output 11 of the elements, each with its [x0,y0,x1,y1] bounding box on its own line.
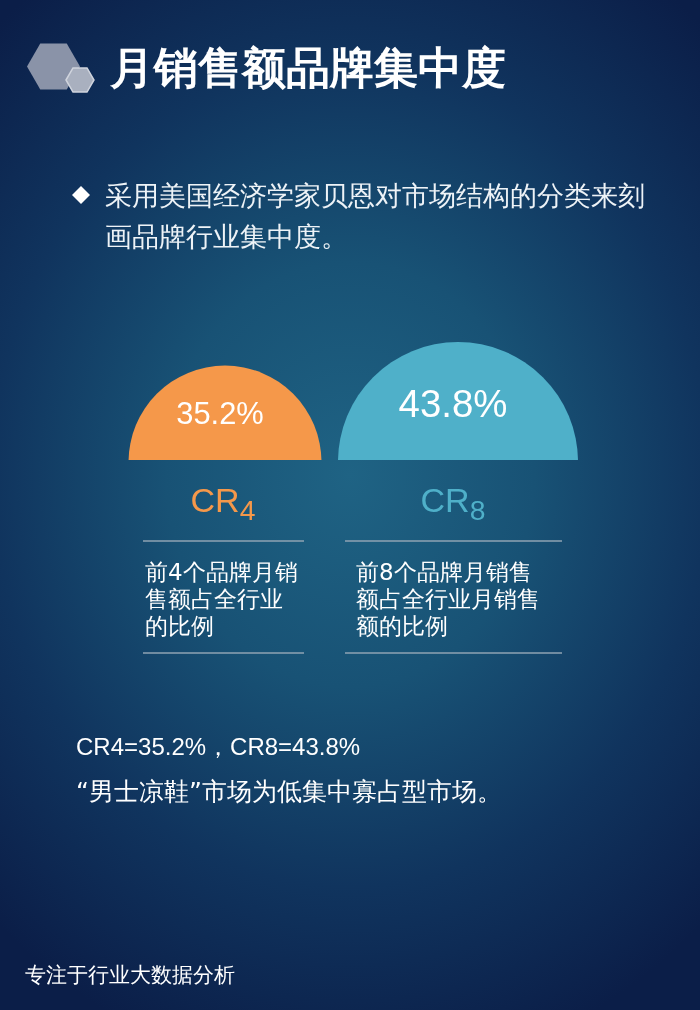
data-label: 35.2% [176,396,264,432]
text: 月销售额品牌集中度 [110,41,506,95]
text: 采用美国经济学家贝恩对市场结构的分类来刻画品牌行业集中度。 [105,179,646,254]
category-label: CR$_{4}$ [189,480,257,528]
text: CR4=35.2%，CR8=43.8% [76,732,362,762]
category-label: CR$_{8}$ [419,480,487,528]
text: 前8个品牌月销售额占全行业月销售额的比例 [356,559,541,640]
text: 前4个品牌月销售额占全行业的比例 [145,559,299,640]
text: 专注于行业大数据分析 [25,962,235,989]
text: “男士凉鞋”市场为低集中寡占型市场。 [76,776,503,808]
data-label: 43.8% [398,381,508,425]
